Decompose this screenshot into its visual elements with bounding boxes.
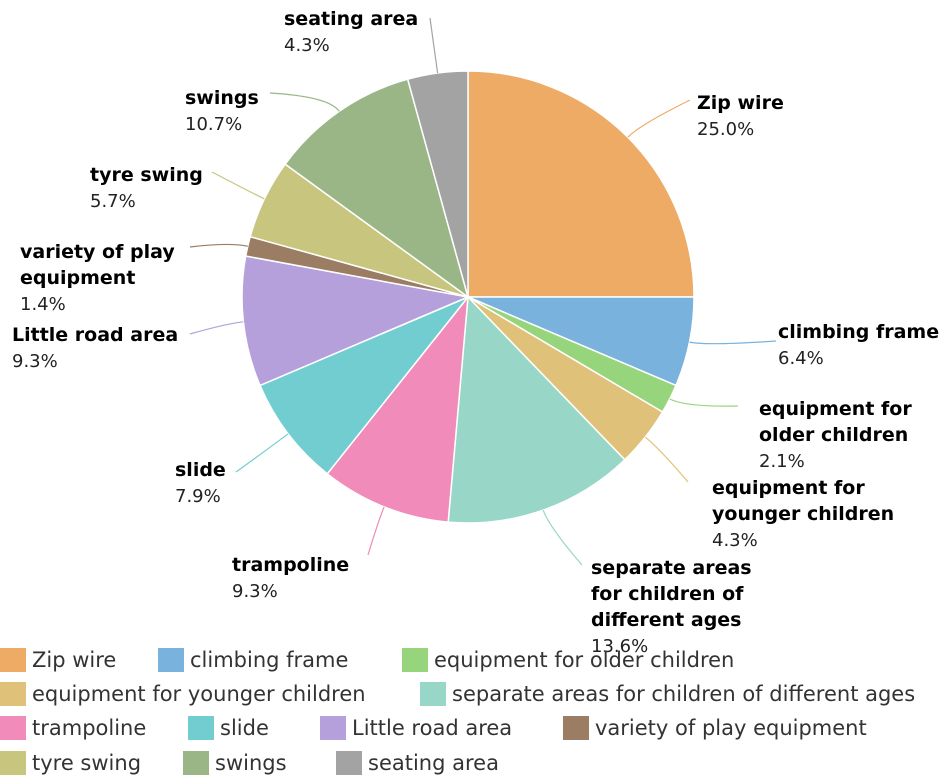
legend-swatch-equipment-for-younger-children — [0, 682, 26, 706]
slice-label-equipment-for-older-children: older children — [759, 424, 908, 446]
legend-label-variety-of-play-equipment: variety of play equipment — [595, 716, 867, 740]
slice-labels: Zip wire 25.0% climbing frame 6.4% equipment… — [12, 8, 939, 657]
pie-slice-little-road-area — [241, 255, 471, 387]
legend-label-swings: swings — [215, 751, 287, 775]
slice-label-little-road-area: Little road area — [12, 324, 178, 346]
legend-label-equipment-for-older-children: equipment for older children — [434, 648, 734, 672]
leader-line-trampoline — [367, 506, 385, 556]
slice-label-separate-areas-for-children-of-different-ages: different ages — [591, 609, 742, 631]
slice-label-equipment-for-younger-children: younger children — [712, 503, 894, 525]
slice-label-equipment-for-younger-children: equipment for — [712, 477, 865, 499]
slice-value-tyre-swing: 5.7% — [90, 191, 136, 212]
leader-line-seating-area — [429, 17, 439, 74]
label-leader-lines — [189, 17, 777, 566]
legend-label-separate-areas-for-children-of-different-ages: separate areas for children of different… — [452, 682, 915, 706]
slice-value-swings: 10.7% — [185, 114, 242, 135]
legend: Zip wire climbing frame equipment for olde… — [0, 648, 915, 775]
slice-label-slide: slide — [175, 459, 226, 481]
legend-swatch-trampoline — [0, 716, 26, 740]
slice-label-tyre-swing: tyre swing — [90, 164, 203, 186]
legend-label-trampoline: trampoline — [32, 716, 146, 740]
leader-line-variety-of-play-equipment — [189, 243, 248, 248]
legend-label-seating-area: seating area — [368, 751, 499, 775]
legend-swatch-slide — [188, 716, 214, 740]
pie-slice-trampoline — [326, 294, 469, 523]
leader-line-slide — [235, 433, 289, 473]
slice-label-zip-wire: Zip wire — [697, 92, 784, 114]
pie-slices — [241, 70, 695, 524]
leader-line-equipment-for-younger-children — [644, 436, 689, 483]
leader-line-climbing-frame — [689, 340, 777, 345]
legend-swatch-zip-wire — [0, 648, 26, 672]
slice-value-seating-area: 4.3% — [284, 35, 330, 56]
slice-label-separate-areas-for-children-of-different-ages: for children of — [591, 583, 744, 605]
pie-slice-seating-area — [406, 70, 469, 298]
legend-swatch-variety-of-play-equipment — [563, 716, 589, 740]
slice-value-climbing-frame: 6.4% — [778, 348, 824, 369]
slice-label-climbing-frame: climbing frame — [778, 321, 939, 343]
legend-swatch-separate-areas-for-children-of-different-ages — [420, 682, 446, 706]
leader-line-tyre-swing — [211, 171, 265, 200]
legend-swatch-climbing-frame — [158, 648, 184, 672]
legend-label-equipment-for-younger-children: equipment for younger children — [32, 682, 366, 706]
slice-label-swings: swings — [185, 87, 259, 109]
leader-line-zip-wire — [627, 99, 691, 138]
legend-swatch-seating-area — [336, 751, 362, 775]
legend-swatch-equipment-for-older-children — [402, 648, 428, 672]
slice-label-seating-area: seating area — [284, 8, 418, 30]
pie-slice-slide — [259, 296, 469, 475]
slice-label-variety-of-play-equipment: equipment — [20, 267, 135, 289]
slice-label-trampoline: trampoline — [232, 554, 349, 576]
leader-line-swings — [269, 92, 340, 112]
pie-slice-zip-wire — [467, 70, 695, 298]
slice-label-equipment-for-older-children: equipment for — [759, 398, 912, 420]
slice-value-variety-of-play-equipment: 1.4% — [20, 294, 66, 315]
slice-value-little-road-area: 9.3% — [12, 351, 58, 372]
legend-label-zip-wire: Zip wire — [32, 648, 116, 672]
slice-value-trampoline: 9.3% — [232, 581, 278, 602]
leader-line-little-road-area — [189, 321, 244, 335]
legend-label-slide: slide — [220, 716, 269, 740]
legend-swatch-tyre-swing — [0, 751, 26, 775]
legend-label-climbing-frame: climbing frame — [190, 648, 348, 672]
slice-value-separate-areas-for-children-of-different-ages: 13.6% — [591, 636, 648, 657]
slice-value-equipment-for-older-children: 2.1% — [759, 451, 805, 472]
legend-label-little-road-area: Little road area — [352, 716, 512, 740]
leader-line-separate-areas-for-children-of-different-ages — [542, 509, 583, 566]
slice-label-separate-areas-for-children-of-different-ages: separate areas — [591, 557, 752, 579]
legend-swatch-swings — [183, 751, 209, 775]
slice-value-slide: 7.9% — [175, 486, 221, 507]
slice-value-zip-wire: 25.0% — [697, 119, 754, 140]
leader-line-equipment-for-older-children — [669, 398, 739, 407]
slice-label-variety-of-play-equipment: variety of play — [20, 241, 175, 263]
legend-label-tyre-swing: tyre swing — [32, 751, 141, 775]
legend-swatch-little-road-area — [320, 716, 346, 740]
slice-value-equipment-for-younger-children: 4.3% — [712, 530, 758, 551]
